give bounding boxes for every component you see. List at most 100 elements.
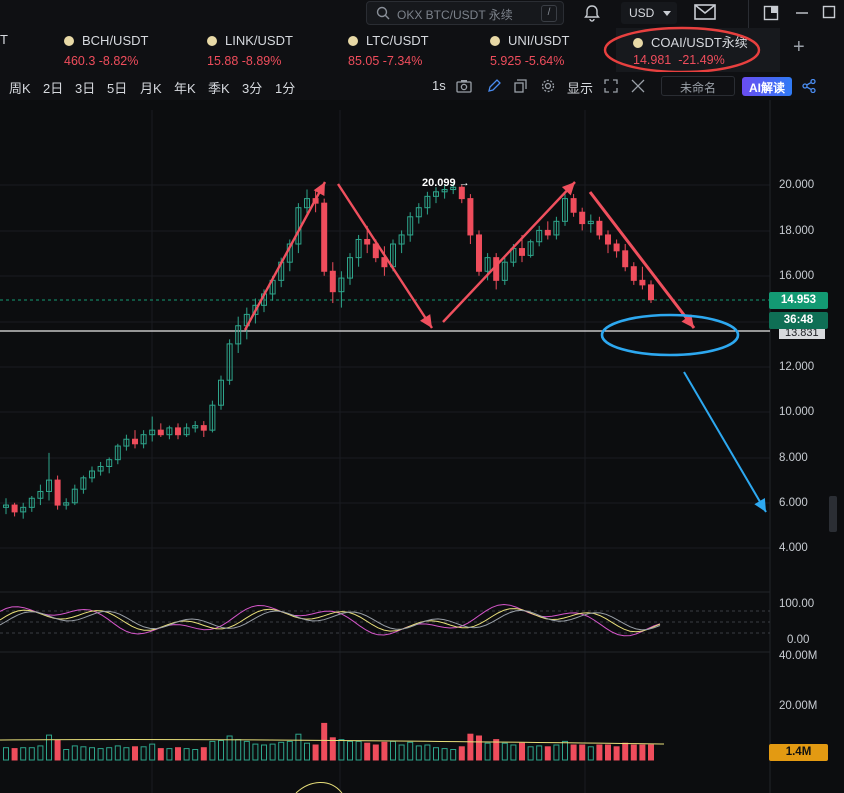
candle-body [321, 202, 328, 272]
candle-body [424, 195, 431, 209]
candle-body [458, 186, 465, 200]
layout-icon[interactable] [514, 79, 528, 93]
candle-body [235, 325, 242, 345]
volume-bar [433, 747, 439, 761]
volume-bar [562, 740, 568, 761]
mail-icon[interactable] [694, 3, 716, 21]
currency-select[interactable]: USD [621, 2, 677, 24]
display-button[interactable]: 显示 [567, 81, 594, 96]
timeframe-3d[interactable]: 3日 [75, 81, 96, 96]
volume-bar [321, 722, 328, 761]
ticker-tab-bch[interactable]: BCH/USDT 460.3 -8.82% [64, 32, 148, 68]
expand-icon[interactable] [604, 79, 618, 93]
volume-bar [390, 740, 396, 761]
candle-body [114, 445, 121, 461]
volume-bar [639, 744, 646, 761]
axis-scroll-handle[interactable] [829, 496, 837, 532]
candle-body [132, 438, 138, 445]
volume-bar [304, 742, 310, 761]
volume-series [0, 722, 665, 761]
chart-area[interactable]: 20.000 18.000 16.000 12.000 10.000 8.000… [0, 100, 844, 793]
camera-icon[interactable] [456, 79, 472, 93]
volume-bar [218, 740, 224, 761]
volume-bar [20, 747, 27, 761]
interval-1s[interactable]: 1s [432, 78, 446, 93]
timeframe-weekly[interactable]: 周K [9, 81, 31, 96]
ai-interpret-button[interactable]: AI解读 [742, 77, 792, 96]
timeframe-yearly[interactable]: 年K [174, 81, 196, 96]
candle-body [355, 238, 362, 259]
pencil-icon[interactable] [487, 79, 501, 93]
add-tab-button[interactable]: + [793, 36, 805, 58]
volume-bar [364, 742, 371, 761]
volume-bar [123, 747, 130, 761]
timeframe-3m[interactable]: 3分 [242, 81, 263, 96]
candle-body [415, 207, 422, 218]
maximize-icon[interactable] [822, 5, 836, 19]
volume-bar [536, 745, 543, 761]
candle-body [450, 186, 457, 191]
popout-window-icon[interactable] [763, 5, 779, 21]
search-input[interactable]: OKX BTC/USDT 永续 [397, 8, 513, 22]
volume-bar [596, 744, 603, 761]
current-price-value: 14.953 [780, 294, 817, 306]
candle-body [347, 257, 353, 279]
ticker-change: -8.82% [98, 54, 139, 68]
search-box[interactable]: OKX BTC/USDT 永续 / [366, 1, 564, 25]
ticker-tab-link[interactable]: LINK/USDT 15.88 -8.89% [207, 32, 293, 68]
oscillator-series [0, 603, 770, 637]
ticker-tab-coai-active[interactable]: COAI/USDT永续 14.981 -21.49% [616, 28, 780, 72]
ticker-symbol: UNI/USDT [508, 33, 570, 48]
timeframe-1m[interactable]: 1分 [275, 81, 296, 96]
candle-body [639, 279, 646, 286]
candle-body [200, 425, 207, 431]
candle-body [570, 198, 577, 213]
timeframe-5d[interactable]: 5日 [107, 81, 128, 96]
candle-body [476, 234, 482, 272]
ticker-symbol: BCH/USDT [82, 33, 149, 48]
timeframe-monthly[interactable]: 月K [140, 81, 162, 96]
candle-body [407, 216, 414, 236]
candle-body [527, 241, 534, 256]
timeframe-quarterly[interactable]: 季K [208, 81, 230, 96]
ticker-tab-ltc[interactable]: LTC/USDT 85.05 -7.34% [348, 32, 429, 68]
volume-bar [54, 740, 61, 761]
candle-body [587, 220, 594, 225]
candle-body [596, 220, 603, 236]
price-tick: 20.000 [779, 179, 815, 191]
volume-bar [166, 748, 173, 761]
volume-bar [97, 748, 104, 761]
ticker-change: -5.64% [524, 54, 565, 68]
current-volume-value: 1.4M [785, 746, 812, 758]
candle-body [441, 189, 448, 193]
volume-bar [519, 742, 525, 761]
candle-body [467, 198, 474, 236]
volume-bar [71, 745, 78, 761]
candle-body [218, 379, 224, 406]
candle-body [544, 229, 551, 236]
volume-bar [415, 745, 422, 761]
volume-bar [63, 749, 70, 761]
volume-bar [175, 747, 181, 761]
bell-icon[interactable] [583, 4, 601, 22]
volume-bar [544, 746, 551, 761]
coin-icon [490, 36, 500, 46]
layout-name-select[interactable]: 未命名 [661, 76, 735, 96]
candle-body [304, 198, 310, 209]
share-icon[interactable] [802, 79, 816, 93]
settings-icon[interactable] [541, 79, 555, 93]
price-tick: 12.000 [779, 361, 815, 373]
volume-bar [106, 747, 113, 761]
minimize-icon[interactable] [795, 6, 809, 20]
candlestick-chart[interactable] [0, 100, 844, 793]
ticker-tab-uni[interactable]: UNI/USDT 5.925 -5.64% [490, 32, 569, 68]
volume-bar [381, 741, 388, 761]
timeframe-2d[interactable]: 2日 [43, 81, 64, 96]
candle-body [89, 470, 95, 479]
ticker-tab-partial[interactable]: T [0, 32, 8, 47]
horizontal-line-label: 13.831 [779, 327, 825, 339]
volume-tick-mid: 20.00M [779, 700, 818, 712]
resize-icon[interactable] [631, 79, 645, 93]
arrow-down-1 [336, 183, 434, 329]
arrow-up-1-head [313, 182, 325, 196]
